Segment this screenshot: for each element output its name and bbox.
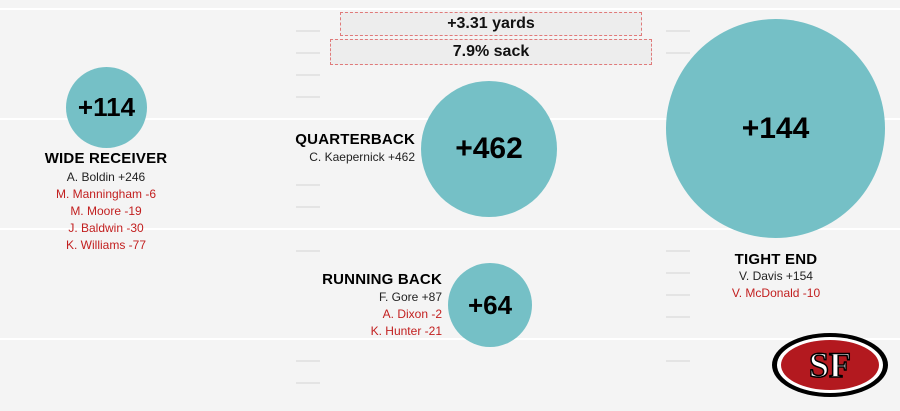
logo-lettering: SF <box>809 345 851 385</box>
tight-end-total: +144 <box>741 111 810 145</box>
running-back-bubble: +64 <box>448 263 532 347</box>
player-label: V. Davis +154 <box>739 269 813 283</box>
hash-mark <box>296 74 320 76</box>
player-label: V. McDonald -10 <box>731 286 821 300</box>
field-line <box>0 338 900 340</box>
hash-mark <box>296 96 320 98</box>
running-back-title: RUNNING BACK <box>322 271 442 288</box>
tight-end-players: V. Davis +154 V. McDonald -10 <box>690 268 862 302</box>
hash-mark <box>296 140 320 142</box>
player-label: J. Baldwin -30 <box>68 221 144 235</box>
player-label: M. Manningham -6 <box>55 187 157 201</box>
yards-stat: +3.31 yards <box>447 15 535 32</box>
yards-stat-box: +3.31 yards <box>340 12 642 36</box>
player-label: C. Kaepernick +462 <box>309 150 415 164</box>
hash-mark <box>296 360 320 362</box>
hash-mark <box>666 30 690 32</box>
hash-mark <box>666 250 690 252</box>
wide-receiver-total: +114 <box>77 92 136 122</box>
hash-mark <box>296 250 320 252</box>
hash-mark <box>296 206 320 208</box>
running-back-total: +64 <box>467 289 513 320</box>
hash-mark <box>296 52 320 54</box>
player-label: F. Gore +87 <box>378 290 442 304</box>
hash-mark <box>296 30 320 32</box>
hash-mark <box>666 360 690 362</box>
player-label: K. Hunter -21 <box>370 324 442 338</box>
wide-receiver-title: WIDE RECEIVER <box>44 150 168 167</box>
quarterback-bubble: +462 <box>421 81 557 217</box>
hash-mark <box>666 316 690 318</box>
player-label: M. Moore -19 <box>70 204 142 218</box>
hash-mark <box>666 52 690 54</box>
tight-end-bubble: +144 <box>666 19 885 238</box>
quarterback-players: C. Kaepernick +462 <box>240 149 415 166</box>
tight-end-title: TIGHT END <box>734 251 818 268</box>
logo-red-field <box>781 340 879 390</box>
hash-mark <box>296 184 320 186</box>
quarterback-total: +462 <box>455 132 523 165</box>
hash-mark <box>296 382 320 384</box>
player-label: K. Williams -77 <box>65 238 146 252</box>
field-line <box>0 8 900 10</box>
player-label: A. Dixon -2 <box>382 307 442 321</box>
player-label: A. Boldin +246 <box>66 170 146 184</box>
wide-receiver-bubble: +114 <box>66 67 147 148</box>
sack-stat-box: 7.9% sack <box>330 39 652 65</box>
sack-stat: 7.9% sack <box>452 43 530 60</box>
49ers-logo: SF <box>772 333 888 397</box>
hash-mark <box>666 294 690 296</box>
quarterback-title: QUARTERBACK <box>295 131 415 148</box>
field-line <box>0 228 900 230</box>
hash-mark <box>666 272 690 274</box>
running-back-players: F. Gore +87 A. Dixon -2 K. Hunter -21 <box>240 289 442 340</box>
wide-receiver-players: A. Boldin +246 M. Manningham -6 M. Moore… <box>20 169 192 254</box>
